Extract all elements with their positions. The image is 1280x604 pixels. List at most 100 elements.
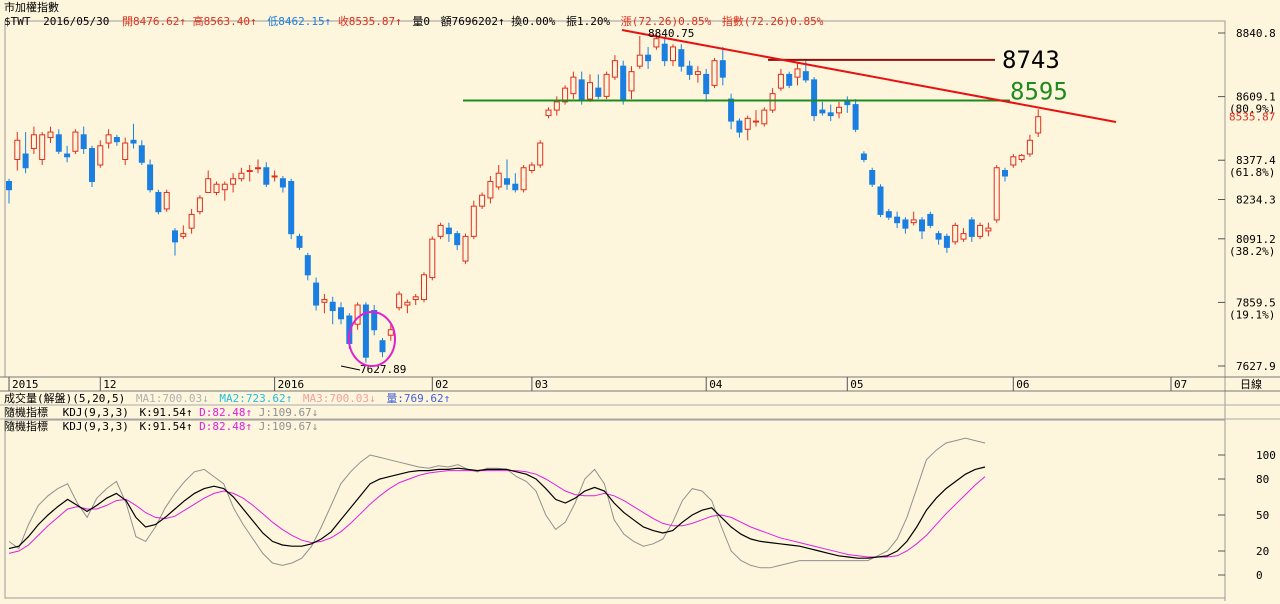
- kdj-name-2: 隨機指標: [4, 419, 48, 433]
- candle-down: [877, 186, 884, 215]
- candle-down: [703, 73, 710, 95]
- candle-down: [827, 112, 834, 117]
- candle-down: [89, 148, 95, 182]
- candle-up: [163, 191, 170, 210]
- kdj-j: J:109.67↓: [259, 406, 319, 419]
- candle-up: [221, 183, 228, 191]
- kdj-j-line: [8, 437, 986, 569]
- candle-up: [105, 134, 112, 144]
- quote-turnover: 換0.00%: [511, 15, 555, 28]
- price-tick-label: 7859.5: [1236, 296, 1276, 309]
- candle-down: [313, 282, 320, 306]
- candle-down: [902, 219, 909, 229]
- candle-down: [504, 178, 510, 185]
- candle-up: [354, 304, 361, 325]
- candle-down: [172, 230, 178, 243]
- candle-up: [246, 169, 253, 172]
- high-label: 8840.75: [648, 27, 694, 40]
- candle-down: [927, 213, 934, 226]
- quote-line: $TWT 2016/05/30 開8476.62↑ 高8563.40↑ 低846…: [4, 14, 824, 28]
- candle-down: [645, 54, 652, 62]
- candle-up: [72, 131, 79, 152]
- kdj-params-2: KDJ(9,3,3): [63, 420, 129, 433]
- candle-up: [794, 68, 801, 78]
- candle-down: [279, 178, 286, 188]
- volume-ma2: MA2:723.62↑: [219, 392, 292, 405]
- support-label: 8595: [1010, 77, 1068, 105]
- price-tick-label: 8234.3: [1236, 194, 1276, 207]
- kdj-lines: [8, 437, 986, 569]
- candle-down: [371, 310, 378, 331]
- candle-down: [595, 87, 602, 97]
- candle-up: [587, 82, 593, 100]
- period-label: 日線: [1240, 377, 1262, 391]
- kdj-k-2: K:91.54↑: [139, 420, 192, 433]
- quote-change: 漲(72.26)0.85%: [621, 15, 712, 28]
- fib-ratio-label: (38.2%): [1229, 245, 1275, 258]
- candle-down: [338, 307, 344, 320]
- candle-up: [387, 329, 394, 336]
- kdj-gridlines: 100 80 50 20 0: [1218, 449, 1276, 582]
- candle-down: [935, 233, 942, 240]
- candle-up: [412, 296, 419, 301]
- candle-down: [819, 109, 826, 114]
- candle-down: [869, 169, 876, 185]
- candle-up: [495, 172, 502, 188]
- candle-up: [205, 178, 212, 193]
- candle-up: [321, 299, 328, 303]
- candle-down: [620, 65, 627, 100]
- kdj-k-line: [8, 466, 986, 559]
- candle-up: [753, 120, 759, 123]
- candle-up: [14, 139, 21, 161]
- candle-up: [188, 213, 195, 229]
- downtrend-line: [621, 29, 1117, 123]
- candle-down: [80, 134, 87, 150]
- candle-down: [686, 65, 693, 75]
- candle-up: [636, 54, 643, 67]
- candle-down: [288, 180, 295, 235]
- last-price-label: 8535.87: [1229, 111, 1275, 124]
- kdj-d-line: [8, 470, 986, 558]
- candle-up: [952, 224, 959, 243]
- candle-up: [960, 233, 967, 240]
- candle-up: [769, 93, 776, 111]
- price-tick-label: 8609.1: [1236, 91, 1276, 104]
- candle-up: [429, 238, 436, 279]
- quote-date: 2016/05/30: [43, 15, 109, 28]
- volume-ma1: MA1:700.03↓: [136, 392, 209, 405]
- candle-down: [728, 98, 735, 122]
- candle-up: [520, 167, 527, 191]
- candle-up: [1018, 154, 1025, 161]
- candle-up: [30, 134, 37, 150]
- candle-down: [860, 153, 867, 161]
- candle-down: [113, 137, 120, 143]
- resistance-label: 8743: [1002, 46, 1060, 74]
- candle-down: [147, 164, 154, 191]
- candle-down: [802, 71, 809, 81]
- highlight-circle: [348, 311, 396, 367]
- volume-title: 成交量(解盤)(5,20,5): [4, 391, 125, 405]
- candle-down: [22, 153, 29, 169]
- candle-up: [910, 219, 917, 224]
- candle-down: [852, 104, 859, 130]
- candle-up: [603, 73, 610, 97]
- quote-index: 指數(72.26)0.85%: [722, 14, 824, 28]
- candle-up: [1026, 139, 1033, 155]
- candle-up: [122, 142, 129, 161]
- candle-up: [653, 38, 660, 48]
- candle-down: [263, 167, 270, 185]
- candle-down: [1002, 169, 1008, 177]
- candle-down: [130, 139, 137, 144]
- candle-up: [462, 235, 469, 262]
- candle-down: [578, 79, 585, 100]
- candle-down: [894, 216, 901, 224]
- candle-up: [255, 167, 261, 170]
- candle-down: [55, 134, 62, 152]
- candle-up: [479, 194, 486, 207]
- candle-up: [694, 71, 701, 75]
- quote-amount: 額7696202↑: [441, 15, 505, 28]
- time-tick-label: 02: [435, 378, 448, 391]
- candle-up: [993, 167, 1000, 221]
- candle-down: [736, 120, 743, 133]
